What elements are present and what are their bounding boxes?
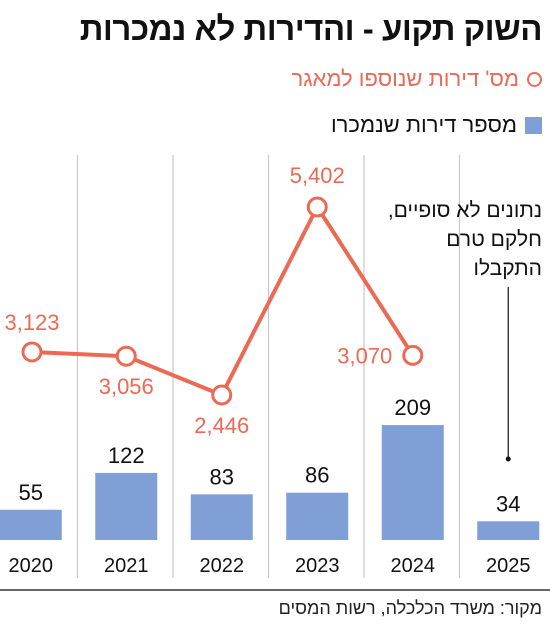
category-label: 2023	[295, 555, 340, 577]
legend-circle-icon	[527, 71, 542, 87]
bar	[286, 492, 349, 540]
category-label: 2020	[9, 555, 54, 577]
bar-value-label: 55	[19, 480, 43, 505]
bar	[477, 521, 540, 540]
line-value-label: 3,070	[337, 343, 392, 368]
category-label: 2024	[391, 555, 436, 577]
legend-item-bar: מספר דירות שנמכרו	[331, 112, 542, 138]
line-value-label: 3,056	[99, 374, 154, 399]
annotation-note: נתונים לא סופיים, חלקם טרם התקבלו	[387, 199, 542, 280]
legend-square-icon	[525, 116, 542, 134]
line-point	[115, 345, 137, 367]
bar	[381, 425, 444, 540]
category-label: 2025	[486, 555, 531, 577]
bar	[95, 472, 158, 540]
bar-value-label: 86	[305, 463, 329, 488]
bar	[0, 509, 62, 540]
legend-label-line: מס' דירות שנוספו למאגר	[291, 66, 519, 91]
line-point	[402, 344, 424, 366]
line-value-label: 3,123	[4, 310, 59, 335]
annotation-dot	[505, 456, 511, 462]
bar	[190, 494, 253, 540]
line-point	[306, 196, 328, 218]
category-label: 2021	[104, 555, 149, 577]
category-label: 2022	[200, 555, 245, 577]
bar-value-label: 122	[108, 443, 145, 468]
line-point	[21, 341, 43, 363]
legend-label-bar: מספר דירות שנמכרו	[330, 112, 517, 137]
bar-value-label: 83	[210, 464, 234, 489]
bar-value-label: 34	[496, 491, 520, 516]
chart-title: השוק תקוע - והדירות לא נמכרות	[79, 10, 543, 47]
line-point	[211, 384, 233, 406]
line-value-label: 5,402	[290, 163, 345, 188]
source-note: מקור: משרד הכלכלה, רשות המסים	[278, 598, 542, 618]
legend-item-line: מס' דירות שנוספו למאגר	[291, 66, 542, 92]
line-value-label: 2,446	[194, 413, 249, 438]
bar-value-label: 209	[394, 395, 431, 420]
